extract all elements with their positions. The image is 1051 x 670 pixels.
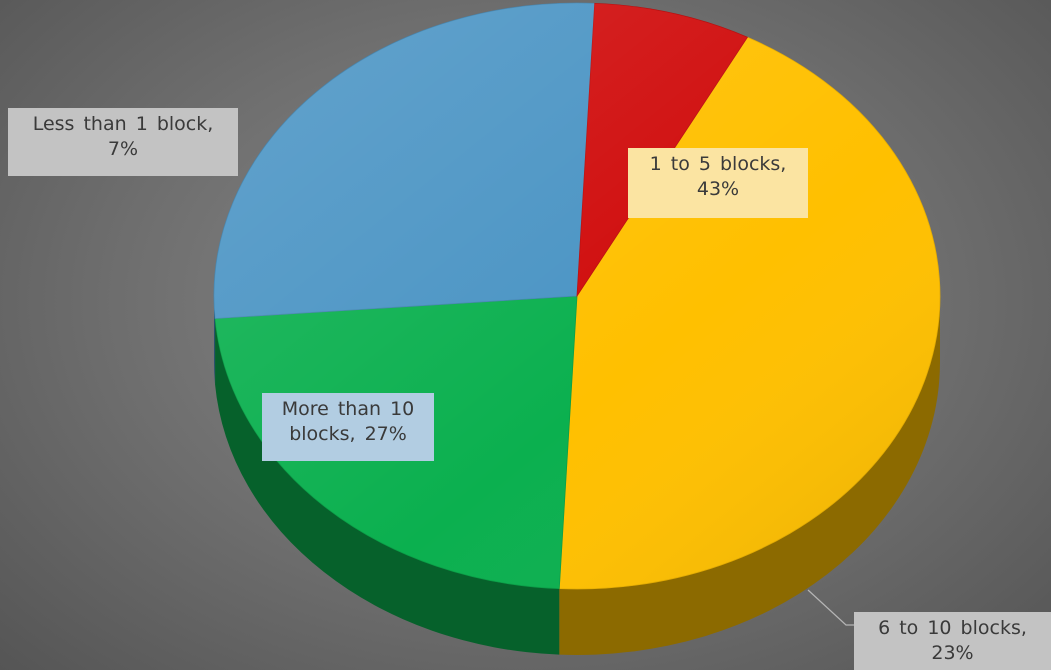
data-label-line: 1 to 5 blocks, bbox=[649, 153, 787, 175]
leader-line-6-to-10-blocks bbox=[807, 589, 856, 626]
data-label-line: 7% bbox=[107, 138, 139, 160]
data-label-more-than-10-blocks: More than 10 blocks, 27% bbox=[262, 393, 434, 461]
data-label-line: 43% bbox=[696, 178, 740, 200]
data-label-1-to-5-blocks: 1 to 5 blocks, 43% bbox=[628, 148, 808, 218]
data-label-line: More than 10 bbox=[281, 398, 415, 420]
data-label-line: Less than 1 block, bbox=[32, 113, 214, 135]
data-label-less-than-1-block: Less than 1 block, 7% bbox=[8, 108, 238, 176]
data-label-line: blocks, 27% bbox=[289, 423, 407, 445]
data-label-6-to-10-blocks: 6 to 10 blocks, 23% bbox=[854, 612, 1051, 670]
data-label-line: 6 to 10 blocks, bbox=[878, 617, 1027, 639]
pie-slice-more-than-10-blocks bbox=[213, 2, 596, 319]
data-label-line: 23% bbox=[931, 642, 974, 664]
